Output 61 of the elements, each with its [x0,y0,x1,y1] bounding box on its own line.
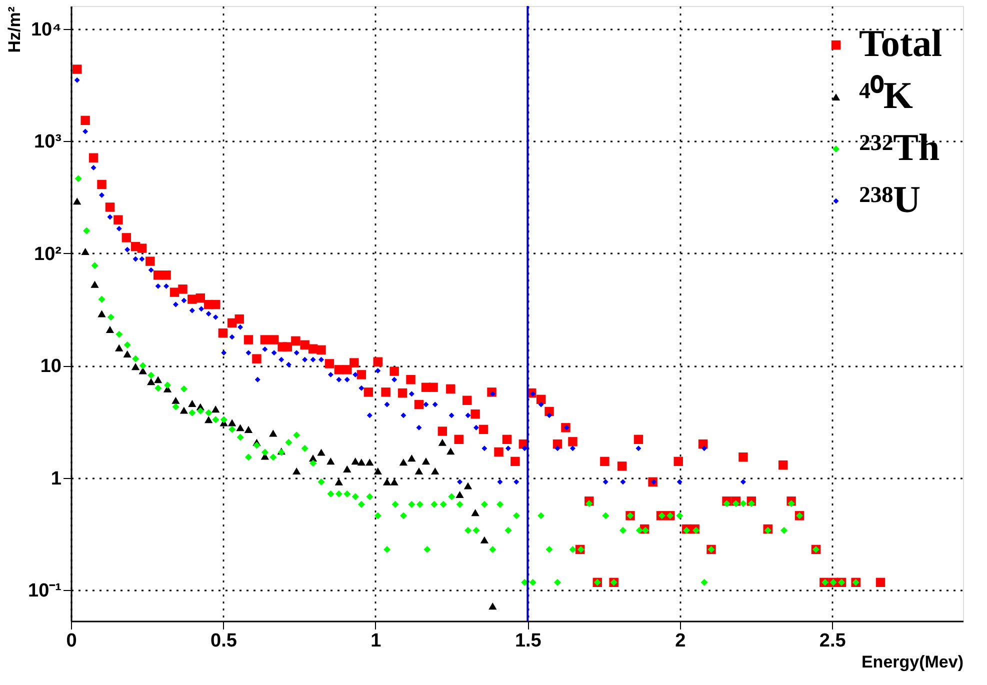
point [390,478,398,486]
point [431,467,440,475]
point [374,467,382,475]
point [244,426,253,433]
y-tick-label: 10² [34,244,62,265]
point [399,458,408,466]
y-tick-label: 1 [50,468,62,490]
point [488,602,497,610]
y-tick-label: 10³ [34,132,62,153]
x-tick-label: 0.5 [210,630,238,652]
point [446,448,455,455]
point [106,326,114,333]
point [228,419,236,426]
point [81,248,90,255]
legend-label: ²³²Th [859,127,940,169]
point [456,490,464,498]
point [326,458,335,465]
x-tick-label: 2.5 [819,630,846,652]
point [343,465,352,472]
point [464,482,472,490]
point [172,396,180,404]
legend-label: Total [859,23,942,65]
y-tick-label: 10 [40,356,62,378]
point [422,458,430,465]
point [236,424,244,432]
point [154,376,162,384]
x-tick-label: 2 [675,630,686,652]
point [382,478,392,486]
y-axis-title: Hz/m² [5,6,24,53]
point [292,467,301,475]
y-tick-label: 10⁴ [30,19,62,40]
x-tick-label: 1 [370,630,382,652]
point [98,310,106,318]
point [138,367,147,374]
y-tick-label: 10⁻¹ [28,580,62,602]
x-axis-title: Energy(Mev) [861,652,964,672]
point [180,406,188,414]
point [90,280,99,288]
point [269,430,278,437]
point [351,458,360,465]
point [366,458,374,466]
legend-label: ⁴⁰K [859,75,914,117]
point [188,400,196,407]
point [438,438,446,446]
point [357,458,366,466]
point [480,536,489,544]
point [317,448,326,456]
point [471,509,480,516]
point [334,478,343,486]
x-tick-label: 0 [66,630,77,652]
point [73,198,82,205]
point [146,378,156,386]
point [131,363,140,370]
point [408,454,416,462]
point [414,467,424,475]
point [204,416,213,424]
point [123,350,132,358]
x-tick-label: 1.5 [514,630,542,652]
point [212,406,220,413]
legend-label: ²³⁸U [859,179,921,221]
point [115,344,124,352]
